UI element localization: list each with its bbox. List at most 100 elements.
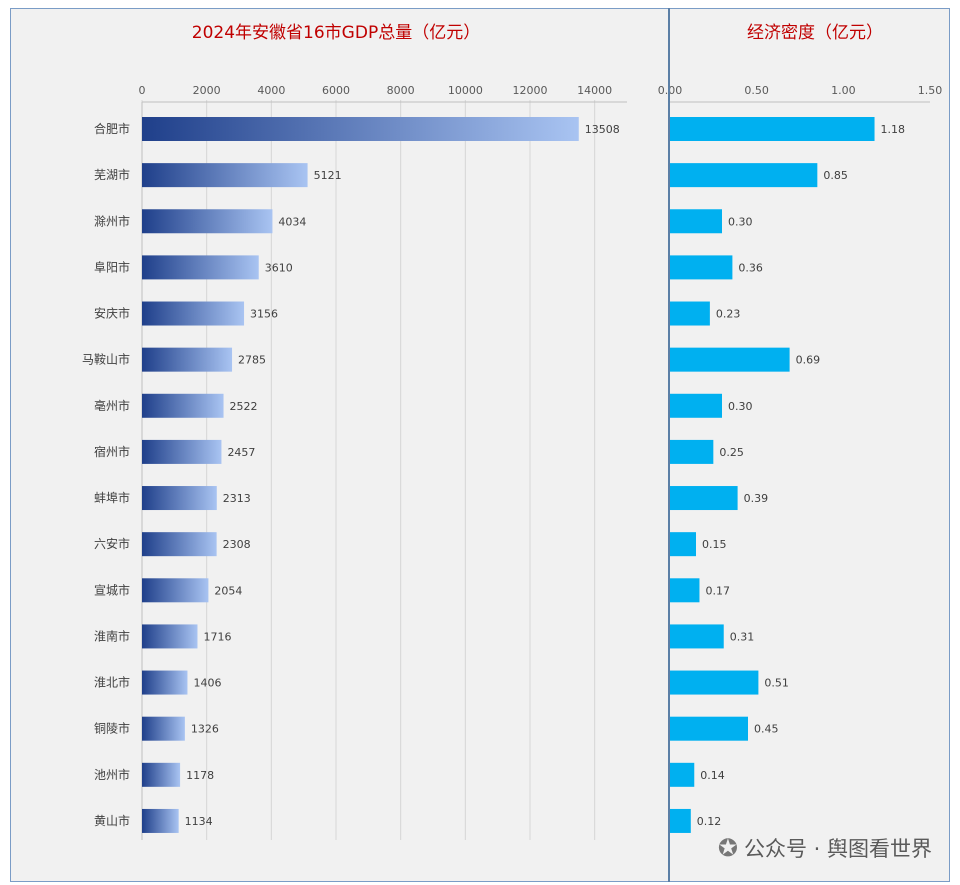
density-bar (670, 624, 724, 649)
gdp-value-label: 1134 (185, 815, 213, 828)
density-value-label: 0.30 (728, 215, 753, 228)
gdp-bar (142, 209, 273, 234)
gdp-value-label: 2313 (223, 492, 251, 505)
density-bar (670, 762, 695, 787)
density-value-label: 1.18 (881, 123, 906, 136)
gdp-category-label: 宿州市 (94, 444, 130, 459)
density-tick-label: 1.50 (918, 84, 943, 97)
gdp-category-label: 亳州市 (94, 398, 130, 413)
gdp-bar (142, 301, 245, 326)
gdp-category-label: 合肥市 (94, 121, 130, 136)
gdp-category-label: 宣城市 (94, 582, 130, 597)
gdp-tick-label: 10000 (448, 84, 483, 97)
density-bar (670, 163, 818, 188)
gdp-value-label: 2457 (227, 446, 255, 459)
gdp-category-label: 安庆市 (94, 306, 130, 321)
density-value-label: 0.39 (744, 492, 769, 505)
density-bar (670, 486, 738, 511)
gdp-value-label: 1178 (186, 769, 214, 782)
density-bar (670, 209, 722, 234)
density-tick-label: 1.00 (831, 84, 856, 97)
density-bar (670, 301, 710, 326)
gdp-category-label: 阜阳市 (94, 259, 130, 274)
gdp-category-label: 淮北市 (94, 675, 130, 690)
gdp-value-label: 1326 (191, 723, 219, 736)
gdp-tick-label: 8000 (387, 84, 415, 97)
density-bar (670, 255, 733, 280)
gdp-value-label: 4034 (278, 215, 306, 228)
gdp-value-label: 1716 (203, 630, 231, 643)
density-value-label: 0.69 (796, 354, 821, 367)
gdp-category-label: 六安市 (94, 536, 130, 551)
gdp-category-label: 淮南市 (94, 628, 130, 643)
gdp-tick-label: 4000 (257, 84, 285, 97)
density-value-label: 0.25 (719, 446, 744, 459)
density-value-label: 0.14 (700, 769, 725, 782)
density-value-label: 0.31 (730, 630, 755, 643)
density-value-label: 0.45 (754, 723, 779, 736)
gdp-bar (142, 716, 185, 741)
gdp-category-label: 蚌埠市 (94, 490, 130, 505)
density-bar (670, 670, 759, 695)
gdp-category-label: 铜陵市 (94, 721, 130, 736)
gdp-bar (142, 624, 198, 649)
density-tick-label: 0.50 (744, 84, 769, 97)
gdp-bar (142, 393, 224, 418)
gdp-value-label: 1406 (193, 677, 221, 690)
gdp-tick-label: 2000 (193, 84, 221, 97)
density-value-label: 0.51 (764, 677, 789, 690)
gdp-bar (142, 163, 308, 188)
wechat-icon: ✪ (717, 834, 738, 862)
density-value-label: 0.23 (716, 308, 741, 321)
gdp-bar (142, 670, 188, 695)
gdp-tick-label: 0 (139, 84, 146, 97)
gdp-value-label: 2308 (223, 538, 251, 551)
panel-divider (668, 8, 670, 882)
density-bar (670, 393, 722, 418)
gdp-tick-label: 14000 (577, 84, 612, 97)
gdp-chart-title: 2024年安徽省16市GDP总量（亿元） (192, 23, 480, 43)
density-value-label: 0.85 (823, 169, 848, 182)
gdp-category-label: 马鞍山市 (82, 352, 130, 367)
gdp-category-label: 池州市 (94, 767, 130, 782)
gdp-tick-label: 6000 (322, 84, 350, 97)
gdp-value-label: 2054 (214, 584, 242, 597)
gdp-tick-label: 12000 (513, 84, 548, 97)
gdp-bar (142, 486, 217, 511)
density-bar (670, 532, 696, 557)
gdp-bar (142, 578, 209, 603)
gdp-value-label: 13508 (585, 123, 620, 136)
density-bar (670, 808, 691, 833)
gdp-bar-chart: 0 2000 4000 6000 8000 10000 12000 14000 合肥市 13508… (82, 84, 627, 840)
density-bar (670, 117, 875, 141)
gdp-bar (142, 255, 259, 280)
density-bar (670, 716, 748, 741)
density-value-label: 0.17 (705, 584, 730, 597)
gdp-bar (142, 532, 217, 557)
density-value-label: 0.15 (702, 538, 727, 551)
gdp-bar (142, 347, 233, 372)
gdp-bar (142, 117, 579, 141)
gdp-bar (142, 439, 222, 464)
density-bar (670, 439, 714, 464)
density-chart-title: 经济密度（亿元） (747, 23, 883, 43)
density-bar (670, 578, 700, 603)
gdp-category-label: 芜湖市 (94, 167, 130, 182)
density-bar-chart: 0.00 0.50 1.00 1.50 1.18 0.85 0.30 0.36 0.23 0.69… (658, 84, 943, 833)
density-tick-label: 0.00 (658, 84, 683, 97)
watermark: ✪ 公众号 · 舆图看世界 (718, 833, 932, 863)
density-value-label: 0.36 (738, 261, 763, 274)
gdp-value-label: 5121 (314, 169, 342, 182)
gdp-value-label: 3610 (265, 261, 293, 274)
watermark-text: 公众号 · 舆图看世界 (743, 837, 932, 861)
gdp-category-label: 黄山市 (94, 813, 130, 828)
gdp-value-label: 2785 (238, 354, 266, 367)
density-value-label: 0.30 (728, 400, 753, 413)
density-value-label: 0.12 (697, 815, 722, 828)
gdp-value-label: 3156 (250, 308, 278, 321)
gdp-category-label: 滁州市 (94, 213, 130, 228)
gdp-bar (142, 808, 179, 833)
density-bar (670, 347, 790, 372)
gdp-value-label: 2522 (230, 400, 258, 413)
